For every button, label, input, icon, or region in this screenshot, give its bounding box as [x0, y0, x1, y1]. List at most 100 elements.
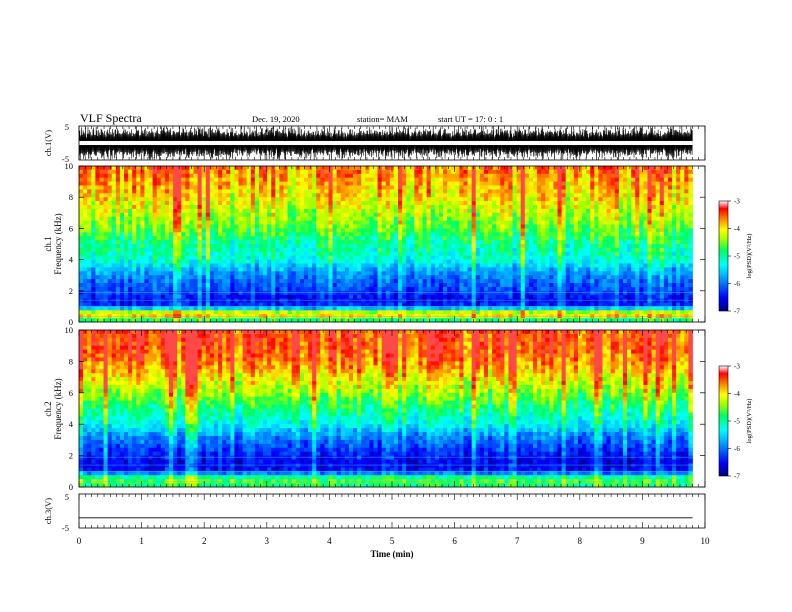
- spectrogram-cell: [234, 251, 239, 257]
- spectrogram-cell: [205, 279, 211, 284]
- spectrogram-cell: [185, 185, 190, 190]
- spectrogram-cell: [418, 286, 423, 292]
- spectrogram-cell: [471, 255, 477, 260]
- spectrogram-cell: [582, 189, 587, 194]
- spectrogram-cell: [586, 244, 591, 249]
- spectrogram-cell: [602, 173, 607, 179]
- spectrogram-cell: [213, 240, 219, 245]
- spectrogram-cell: [87, 267, 92, 272]
- spectrogram-cell: [111, 240, 117, 245]
- spectrogram-cell: [238, 220, 243, 225]
- spectrogram-cell: [410, 228, 415, 233]
- spectrogram-cell: [181, 185, 186, 190]
- spectrogram-cell: [148, 247, 154, 253]
- spectrogram-cell: [328, 236, 333, 241]
- spectrogram-cell: [197, 294, 203, 299]
- spectrogram-cell: [479, 205, 485, 210]
- spectrogram-cell: [348, 197, 354, 202]
- spectrogram-cell: [418, 193, 423, 198]
- spectrogram-cell: [177, 236, 182, 241]
- spectrogram-cell: [385, 224, 391, 229]
- spectrogram-cell: [132, 267, 137, 272]
- spectrogram-cell: [79, 232, 84, 237]
- spectrogram-cell: [602, 290, 607, 296]
- spectrogram-cell: [635, 166, 640, 171]
- spectrogram-cell: [553, 208, 558, 214]
- spectrogram-cell: [87, 279, 92, 284]
- spectrogram-cell: [148, 177, 154, 182]
- spectrogram-cell: [336, 275, 342, 280]
- spectrogram-cell: [115, 271, 121, 276]
- spectrogram-cell: [308, 173, 313, 179]
- spectrogram-cell: [389, 267, 395, 272]
- spectrogram-cell: [627, 166, 632, 171]
- spectrogram-cell: [295, 236, 301, 241]
- spectrogram-cell: [586, 240, 591, 245]
- spectrogram-cell: [528, 267, 534, 272]
- spectrogram-cell: [479, 263, 485, 268]
- spectrogram-cell: [487, 240, 493, 245]
- spectrogram-cell: [201, 279, 207, 284]
- spectrogram-cell: [303, 228, 309, 233]
- spectrogram-cell: [320, 220, 325, 225]
- spectrogram-cell: [545, 259, 550, 264]
- spectrogram-cell: [218, 294, 223, 299]
- spectrogram-cell: [99, 236, 104, 241]
- spectrogram-cell: [173, 220, 178, 225]
- spectrogram-cell: [504, 236, 509, 241]
- spectrogram-cell: [299, 173, 305, 179]
- spectrogram-cell: [209, 205, 215, 210]
- spectrogram-cell: [598, 216, 603, 221]
- spectrogram-cell: [136, 177, 141, 182]
- spectrogram-cell: [160, 267, 166, 272]
- spectrogram-cell: [655, 279, 661, 284]
- spectrogram-cell: [99, 283, 104, 288]
- spectrogram-cell: [95, 212, 100, 218]
- spectrogram-cell: [524, 166, 530, 171]
- spectrogram-cell: [332, 205, 338, 210]
- spectrogram-cell: [659, 267, 665, 272]
- spectrogram-cell: [324, 189, 329, 194]
- spectrogram-cell: [267, 220, 272, 225]
- spectrogram-cell: [148, 255, 154, 260]
- spectrogram-cell: [684, 185, 689, 190]
- spectrogram-cell: [267, 216, 272, 221]
- spectrogram-cell: [680, 275, 685, 280]
- spectrogram-cell: [573, 166, 579, 171]
- spectrogram-cell: [492, 255, 497, 260]
- spectrogram-cell: [627, 228, 632, 233]
- spectrogram-cell: [181, 193, 186, 198]
- spectrogram-cell: [541, 263, 546, 268]
- spectrogram-cell: [635, 283, 640, 288]
- spectrogram-cell: [291, 255, 297, 260]
- spectrogram-cell: [369, 283, 374, 288]
- spectrogram-cell: [590, 208, 595, 214]
- spectrogram-cell: [512, 244, 518, 249]
- spectrogram-cell: [463, 259, 468, 264]
- spectrogram-cell: [369, 247, 374, 253]
- spectrogram-cell: [541, 290, 546, 296]
- spectrogram-cell: [148, 197, 154, 202]
- spectrogram-cell: [263, 259, 268, 264]
- spectrogram-cell: [189, 251, 194, 257]
- spectrogram-cell: [168, 185, 174, 190]
- spectrogram-cell: [635, 173, 640, 179]
- spectrogram-cell: [328, 267, 333, 272]
- spectrogram-cell: [287, 185, 293, 190]
- spectrogram-cell: [111, 216, 117, 221]
- spectrogram-cell: [160, 220, 166, 225]
- spectrogram-cell: [177, 177, 182, 182]
- spectrogram-cell: [369, 224, 374, 229]
- spectrogram-cell: [524, 193, 530, 198]
- spectrogram-cell: [561, 201, 567, 206]
- spectrogram-cell: [361, 267, 366, 272]
- spectrogram-cell: [389, 286, 395, 292]
- spectrogram-cell: [438, 259, 444, 264]
- spectrogram-cell: [622, 193, 628, 198]
- spectrogram-cell: [99, 173, 104, 179]
- spectrogram-cell: [524, 216, 530, 221]
- spectrogram-cell: [393, 259, 399, 264]
- spectrogram-cell: [193, 294, 199, 299]
- spectrogram-cell: [128, 275, 133, 280]
- spectrogram-cell: [508, 193, 513, 198]
